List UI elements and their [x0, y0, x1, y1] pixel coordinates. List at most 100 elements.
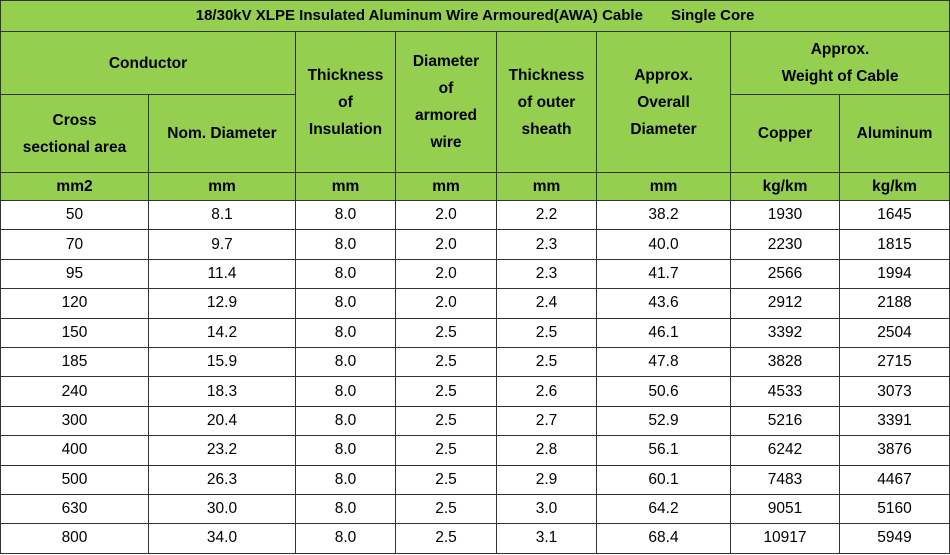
table-row: 185 15.9 8.0 2.5 2.5 47.8 3828 2715	[0, 346, 950, 378]
table-cell: 34.0	[148, 523, 296, 554]
table-cell: 41.7	[596, 258, 731, 290]
table-cell: 150	[0, 317, 149, 348]
table-cell: 23.2	[148, 435, 296, 466]
table-cell: 15.9	[148, 346, 296, 378]
table-cell: 60.1	[596, 464, 731, 495]
table-cell: 3391	[838, 405, 950, 437]
armored-line-1: Diameter	[412, 53, 480, 70]
table-cell: 20.4	[148, 405, 296, 437]
table-cell: 8.0	[295, 229, 396, 260]
header-overall-diameter: Approx. Overall Diameter	[596, 31, 731, 173]
table-row: 150 14.2 8.0 2.5 2.5 46.1 3392 2504	[0, 317, 950, 348]
header-armored-wire-diameter: Diameter of armored wire	[395, 31, 497, 173]
header-nom-diameter: Nom. Diameter	[148, 94, 296, 173]
table-cell: 8.0	[295, 376, 396, 407]
table-cell: 5160	[838, 493, 950, 525]
title-sub: Single Core	[670, 7, 755, 24]
table-cell: 12.9	[148, 288, 296, 319]
table-cell: 8.0	[295, 435, 396, 466]
data-body: 50 8.1 8.0 2.0 2.2 38.2 1930 1645 70 9.7 8.0 2.0 2.3…	[0, 199, 950, 554]
insulation-line-2: of	[338, 93, 353, 111]
table-cell: 1930	[730, 199, 840, 231]
table-cell: 3.1	[496, 523, 597, 554]
unit-cell: mm	[496, 172, 597, 201]
table-cell: 95	[0, 258, 149, 290]
table-cell: 5949	[838, 523, 950, 554]
table-cell: 2.0	[395, 258, 497, 290]
table-cell: 2.5	[395, 493, 497, 525]
table-cell: 1994	[838, 258, 950, 290]
table-cell: 2.5	[395, 317, 497, 348]
table-cell: 8.0	[295, 258, 396, 290]
overall-line-2: Overall	[637, 93, 690, 111]
header-row-1: Conductor Thickness of Insulation Diameter…	[0, 31, 950, 173]
table-cell: 68.4	[596, 523, 731, 554]
table-title: 18/30kV XLPE Insulated Aluminum Wire Arm…	[0, 0, 950, 32]
table-cell: 2230	[730, 229, 840, 260]
table-row: 630 30.0 8.0 2.5 3.0 64.2 9051 5160	[0, 493, 950, 525]
table-cell: 8.0	[295, 523, 396, 554]
header-conductor: Conductor	[0, 31, 296, 95]
header-copper: Copper	[730, 94, 840, 173]
table-cell: 2.5	[496, 346, 597, 378]
table-cell: 46.1	[596, 317, 731, 348]
title-row: 18/30kV XLPE Insulated Aluminum Wire Arm…	[0, 0, 950, 32]
insulation-line-1: Thickness	[307, 66, 384, 84]
table-cell: 5216	[730, 405, 840, 437]
armored-line-4: wire	[430, 134, 462, 151]
table-cell: 14.2	[148, 317, 296, 348]
unit-cell: mm	[295, 172, 396, 201]
table-cell: 52.9	[596, 405, 731, 437]
armored-line-2: of	[438, 80, 454, 97]
table-cell: 9.7	[148, 229, 296, 260]
table-row: 70 9.7 8.0 2.0 2.3 40.0 2230 1815	[0, 229, 950, 260]
table-cell: 11.4	[148, 258, 296, 290]
header-weight-of-cable: Approx. Weight of Cable	[729, 31, 950, 95]
table-cell: 2188	[838, 288, 950, 319]
table-cell: 3.0	[496, 493, 597, 525]
table-cell: 8.0	[295, 288, 396, 319]
table-cell: 2.2	[496, 199, 597, 231]
header-row-2: Cross sectional area Nom. Diameter Copper…	[0, 94, 950, 173]
table-cell: 500	[0, 464, 149, 495]
table-row: 400 23.2 8.0 2.5 2.8 56.1 6242 3876	[0, 435, 950, 466]
title-main: 18/30kV XLPE Insulated Aluminum Wire Arm…	[195, 7, 643, 24]
table-row: 240 18.3 8.0 2.5 2.6 50.6 4533 3073	[0, 376, 950, 407]
table-cell: 6242	[730, 435, 840, 466]
overall-line-3: Diameter	[630, 120, 697, 138]
table-cell: 8.0	[295, 346, 396, 378]
insulation-line-3: Insulation	[308, 120, 383, 138]
unit-cell: kg/km	[730, 172, 840, 201]
table-cell: 8.0	[295, 493, 396, 525]
header-insulation-thickness: Thickness of Insulation	[295, 31, 396, 173]
table-cell: 2.5	[395, 346, 497, 378]
table-cell: 630	[0, 493, 149, 525]
table-cell: 3392	[730, 317, 840, 348]
table-cell: 8.0	[295, 405, 396, 437]
weight-line-1: Approx.	[810, 41, 870, 58]
table-cell: 8.0	[295, 317, 396, 348]
header-outer-sheath-thickness: Thickness of outer sheath	[496, 31, 597, 173]
table-cell: 2715	[838, 346, 950, 378]
unit-cell: mm	[395, 172, 497, 201]
table-cell: 300	[0, 405, 149, 437]
table-cell: 50	[0, 199, 149, 231]
cross-line-1: Cross	[52, 111, 97, 129]
table-cell: 1645	[838, 199, 950, 231]
table-cell: 8.0	[295, 464, 396, 495]
table-row: 50 8.1 8.0 2.0 2.2 38.2 1930 1645	[0, 199, 950, 231]
table-cell: 70	[0, 229, 149, 260]
table-cell: 800	[0, 523, 149, 554]
outer-line-1: Thickness	[508, 66, 585, 84]
table-cell: 2.4	[496, 288, 597, 319]
table-cell: 2.5	[395, 523, 497, 554]
table-row: 800 34.0 8.0 2.5 3.1 68.4 10917 5949	[0, 523, 950, 554]
table-cell: 8.0	[295, 199, 396, 231]
table-cell: 4467	[838, 464, 950, 495]
table-cell: 185	[0, 346, 149, 378]
unit-cell: mm	[148, 172, 296, 201]
table-cell: 2504	[838, 317, 950, 348]
table-cell: 2.8	[496, 435, 597, 466]
outer-line-3: sheath	[521, 120, 572, 138]
table-cell: 3073	[838, 376, 950, 407]
